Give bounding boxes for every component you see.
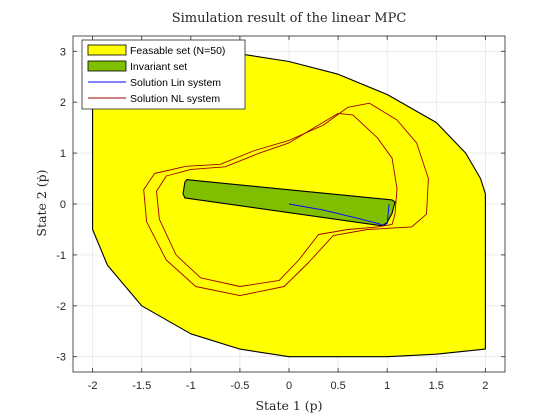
x-tick-label: 0.5 xyxy=(330,380,345,392)
chart-title: Simulation result of the linear MPC xyxy=(172,11,407,26)
y-tick-label: 0 xyxy=(60,199,66,211)
legend-label: Solution NL system xyxy=(130,93,220,105)
x-tick-label: -2 xyxy=(88,380,98,392)
line-solution-lin-system xyxy=(288,203,390,226)
y-tick-label: -1 xyxy=(56,250,66,262)
x-tick-label: -0.5 xyxy=(230,380,249,392)
line-solution-nl-system xyxy=(156,112,398,287)
y-tick-label: -2 xyxy=(56,301,66,313)
x-tick-label: 1.5 xyxy=(429,380,444,392)
legend-label: Invariant set xyxy=(130,61,187,73)
legend-swatch xyxy=(87,60,127,72)
series-layer xyxy=(92,50,486,358)
y-tick-label: 2 xyxy=(60,97,66,109)
x-tick-label: 0 xyxy=(286,380,292,392)
line-solution-nl-system-outer xyxy=(143,102,429,297)
x-tick-label: -1.5 xyxy=(132,380,151,392)
legend: Feasable set (N=50) Invariant set Solution… xyxy=(81,39,246,110)
y-tick-label: -3 xyxy=(56,352,66,364)
legend-label: Feasable set (N=50) xyxy=(130,45,225,57)
x-axis-label: State 1 (p) xyxy=(255,398,322,413)
axis-ticks: -2 -1.5 -1 -0.5 0 0.5 1 1.5 2 -3 -2 -1 0 1 2 3 xyxy=(56,36,505,392)
y-tick-label: 1 xyxy=(60,148,66,160)
y-axis-label: State 2 (ṗ) xyxy=(34,169,49,236)
x-tick-label: 1 xyxy=(384,380,390,392)
legend-swatch xyxy=(87,44,127,56)
x-tick-label: 2 xyxy=(482,380,488,392)
plot-area: -2 -1.5 -1 -0.5 0 0.5 1 1.5 2 -3 -2 -1 0 1 2 3 xyxy=(56,35,506,392)
y-tick-label: 3 xyxy=(60,46,66,58)
legend-label: Solution Lin system xyxy=(130,77,221,89)
x-tick-label: -1 xyxy=(186,380,196,392)
